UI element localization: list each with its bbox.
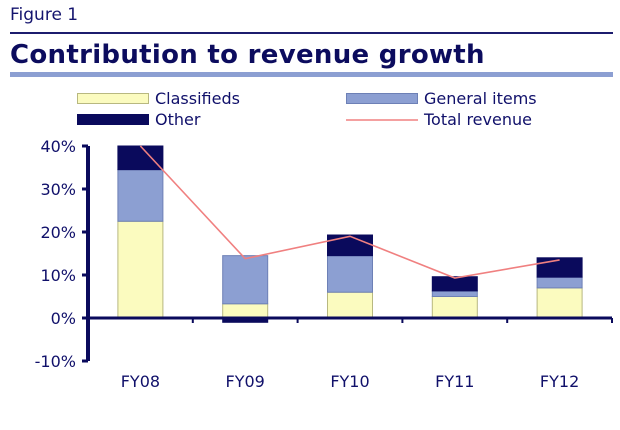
y-tick-label: -10% [35,352,76,371]
legend-item-total-revenue: Total revenue [346,110,532,129]
legend-label: Total revenue [424,110,532,129]
x-tick-label: FY12 [540,372,579,391]
bar-classifieds [117,220,164,319]
legend-item-other: Other [77,110,200,129]
x-tick-label: FY10 [330,372,369,391]
bar-general-items [222,255,269,305]
legend-item-general-items: General items [346,89,537,108]
bar-general-items [536,276,583,289]
figure-label: Figure 1 [10,5,79,25]
legend-label: General items [424,89,537,108]
legend-swatch [77,93,149,104]
line-total-revenue [139,145,560,279]
legend-swatch [77,114,149,125]
legend-label: Other [155,110,201,129]
y-tick-label: 30% [40,180,76,199]
legend-swatch [346,118,418,121]
y-tick-label: 10% [40,266,76,285]
bar-other [431,276,478,292]
bar-classifieds [327,291,373,319]
legend-item-classifieds: Classifieds [77,89,240,108]
bar-classifieds [222,303,269,319]
bar-other [327,234,373,257]
x-tick-label: FY11 [435,372,474,391]
bar-general-items [431,290,478,298]
chart-title: Contribution to revenue growth [10,40,485,70]
bar-general-items [117,169,164,222]
bar-classifieds [536,287,583,319]
title-divider [10,72,613,77]
legend-label: Classifieds [155,89,240,108]
top-divider [10,32,613,34]
x-tick-label: FY08 [121,372,160,391]
x-tick-label: FY09 [226,372,265,391]
y-tick-label: 20% [40,223,76,242]
bar-other [117,145,164,171]
y-tick-label: 0% [51,309,76,328]
bar-classifieds [431,296,478,319]
legend-swatch [346,93,418,104]
bar-general-items [327,255,373,293]
y-tick-label: 40% [40,137,76,156]
